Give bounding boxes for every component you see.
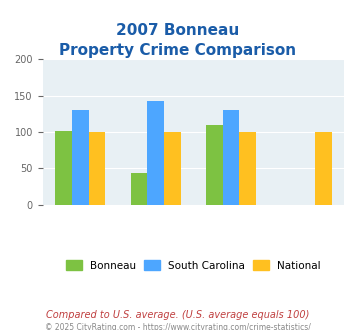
Bar — [315, 132, 332, 205]
Text: Compared to U.S. average. (U.S. average equals 100): Compared to U.S. average. (U.S. average … — [46, 310, 309, 320]
Bar — [240, 132, 256, 205]
Bar — [164, 132, 181, 205]
Text: Property Crime Comparison: Property Crime Comparison — [59, 43, 296, 58]
Text: © 2025 CityRating.com - https://www.cityrating.com/crime-statistics/: © 2025 CityRating.com - https://www.city… — [45, 323, 310, 330]
Bar — [147, 101, 164, 205]
Bar — [223, 110, 240, 205]
Bar — [55, 131, 72, 205]
Legend: Bonneau, South Carolina, National: Bonneau, South Carolina, National — [62, 256, 325, 275]
Bar — [72, 110, 89, 205]
Text: 2007 Bonneau: 2007 Bonneau — [116, 23, 239, 38]
Bar — [89, 132, 105, 205]
Bar — [131, 173, 147, 205]
Bar — [206, 125, 223, 205]
